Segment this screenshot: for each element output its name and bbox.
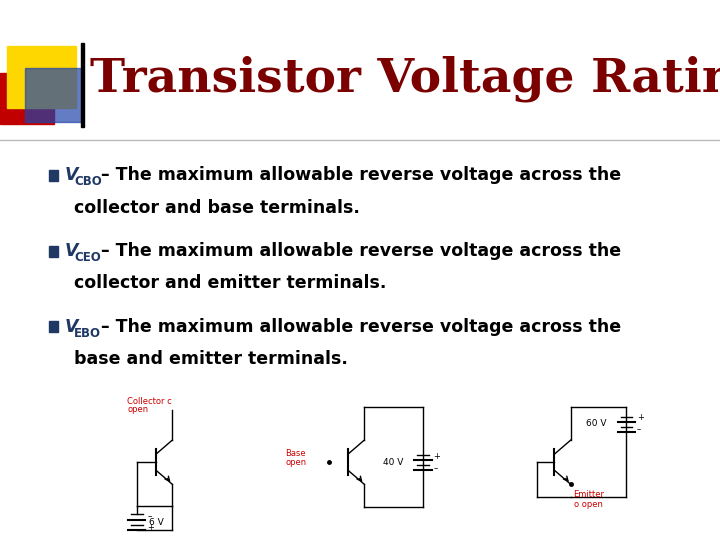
Text: 40 V: 40 V [382,458,403,467]
Text: CBO: CBO [74,176,102,188]
Text: open: open [286,458,307,467]
Text: –: – [148,512,152,521]
Text: CEO: CEO [74,251,101,264]
Text: +: + [433,451,441,461]
Text: Transistor Voltage Ratings: Transistor Voltage Ratings [90,55,720,102]
Text: – The maximum allowable reverse voltage across the: – The maximum allowable reverse voltage … [95,166,621,185]
Text: 6 V: 6 V [149,518,164,527]
Text: V: V [65,242,78,260]
Bar [7,46,76,108]
Text: Base: Base [286,449,306,458]
Text: V: V [65,166,78,185]
Text: collector and base terminals.: collector and base terminals. [74,199,360,217]
Bar [0,73,54,124]
Bar [81,43,84,127]
Text: o open: o open [574,501,603,509]
Text: +: + [148,523,154,532]
Text: – The maximum allowable reverse voltage across the: – The maximum allowable reverse voltage … [95,242,621,260]
Text: V: V [65,318,78,336]
Text: base and emitter terminals.: base and emitter terminals. [74,350,348,368]
Text: 60 V: 60 V [586,420,606,429]
Text: Emitter: Emitter [574,490,605,500]
Text: EBO: EBO [74,327,101,340]
Bar [49,170,58,181]
Bar [49,321,58,332]
Text: +: + [637,414,644,422]
Text: –: – [637,426,642,435]
Text: –: – [433,464,438,472]
Bar [25,68,83,122]
Text: open: open [127,405,148,414]
Bar [49,246,58,256]
Text: – The maximum allowable reverse voltage across the: – The maximum allowable reverse voltage … [95,318,621,336]
Text: collector and emitter terminals.: collector and emitter terminals. [74,274,387,293]
Text: Collector c: Collector c [127,397,172,406]
